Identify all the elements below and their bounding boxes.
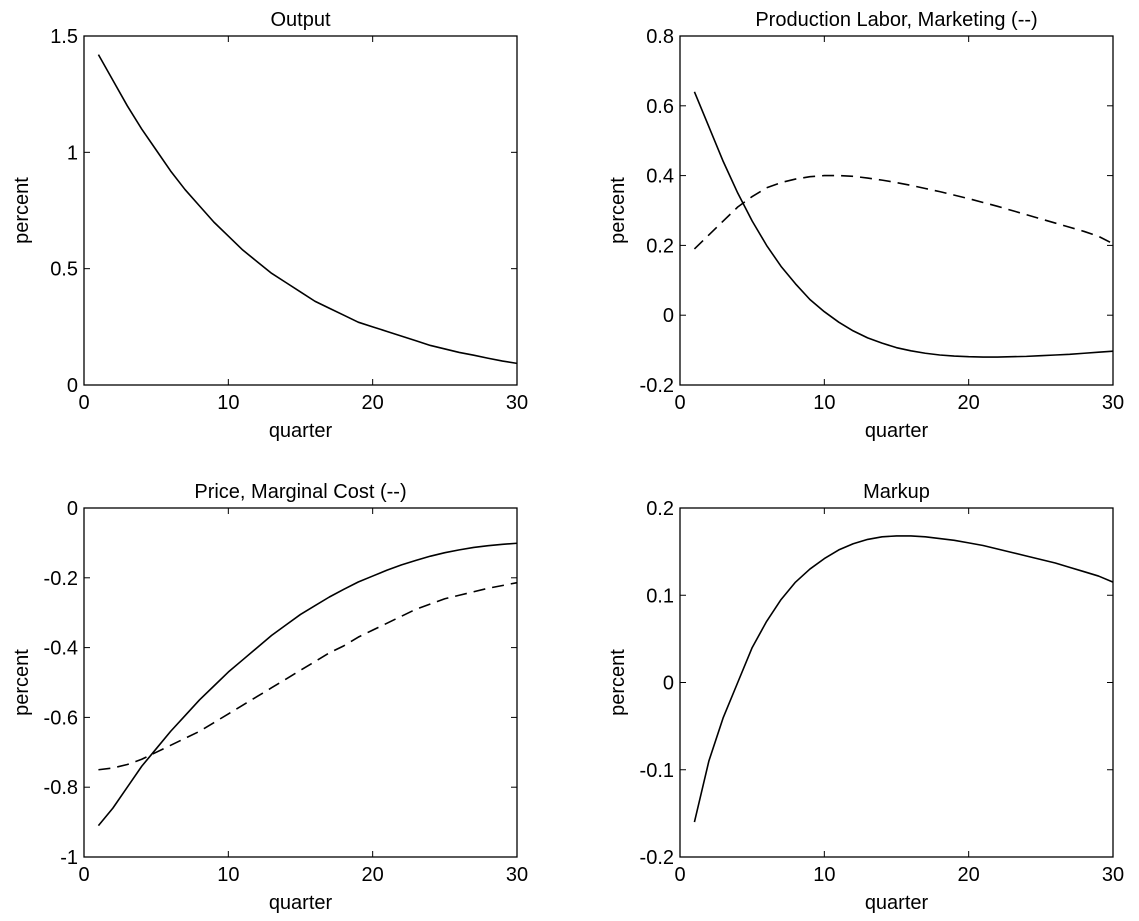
y-tick-label: -0.2 [44, 568, 78, 590]
x-tick-label: 30 [1102, 392, 1124, 414]
series-line-solid [693, 535, 1114, 823]
y-axis-label: percent [607, 649, 629, 716]
chart-panel-3: Price, Marginal Cost (--) 0 10 20 30 -1 -0.8 -0… [11, 481, 528, 914]
x-tick-label: 30 [1102, 864, 1124, 886]
chart-title: Production Labor, Marketing (--) [755, 9, 1037, 31]
chart-title: Markup [863, 481, 930, 503]
x-tick-label: 0 [674, 864, 685, 886]
chart-panel-1: Output 0 10 20 30 0 0.5 1 1.5 quarter percent [11, 9, 528, 442]
y-tick-label: -0.2 [640, 375, 674, 397]
y-tick-label: -1 [60, 847, 78, 869]
x-tick-label: 10 [217, 864, 239, 886]
x-tick-label: 20 [958, 392, 980, 414]
series-line-solid [97, 54, 518, 365]
y-tick-label: -0.4 [44, 638, 78, 660]
y-tick-label: 0 [663, 673, 674, 695]
series-line-solid [97, 542, 518, 827]
series-line-dashed [98, 581, 518, 771]
y-axis-label: percent [11, 177, 33, 244]
plot-frame [83, 35, 518, 386]
y-tick-label: 1 [67, 142, 78, 164]
plot-frame [679, 507, 1114, 858]
plot-frame [679, 35, 1114, 386]
chart-panel-2: Production Labor, Marketing (--) 0 10 20 30 -… [607, 9, 1124, 442]
y-tick-label: 1.5 [50, 26, 78, 48]
y-tick-label: -0.6 [44, 707, 78, 729]
series-line-dashed [693, 174, 1114, 250]
y-tick-label: 0 [67, 375, 78, 397]
chart-title: Price, Marginal Cost (--) [194, 481, 406, 503]
y-axis-label: percent [11, 649, 33, 716]
chart-panel-4: Markup 0 10 20 30 -0.2 -0.1 0 0.1 0.2 quarter perce… [607, 481, 1124, 914]
x-tick-label: 0 [78, 392, 89, 414]
y-tick-label: 0.1 [646, 585, 674, 607]
x-tick-label: 30 [506, 864, 528, 886]
series-line-solid [693, 91, 1114, 358]
y-tick-label: 0.2 [646, 498, 674, 520]
y-tick-label: 0.5 [50, 259, 78, 281]
x-tick-label: 20 [958, 864, 980, 886]
x-axis-label: quarter [269, 892, 333, 914]
y-tick-label: -0.8 [44, 777, 78, 799]
x-tick-label: 20 [362, 392, 384, 414]
x-tick-label: 30 [506, 392, 528, 414]
x-axis-label: quarter [269, 420, 333, 442]
x-tick-label: 20 [362, 864, 384, 886]
x-tick-label: 10 [217, 392, 239, 414]
x-axis-label: quarter [865, 420, 929, 442]
y-axis-label: percent [607, 177, 629, 244]
y-tick-label: 0.6 [646, 96, 674, 118]
x-tick-label: 0 [674, 392, 685, 414]
plot-frame [83, 507, 518, 858]
x-tick-label: 10 [813, 392, 835, 414]
y-tick-label: 0.2 [646, 235, 674, 257]
x-axis-label: quarter [865, 892, 929, 914]
x-tick-label: 0 [78, 864, 89, 886]
y-tick-label: 0.8 [646, 26, 674, 48]
y-tick-label: -0.2 [640, 847, 674, 869]
chart-title: Output [270, 9, 330, 31]
y-tick-label: 0 [663, 305, 674, 327]
y-tick-label: 0.4 [646, 166, 674, 188]
y-tick-label: -0.1 [640, 760, 674, 782]
x-tick-label: 10 [813, 864, 835, 886]
y-tick-label: 0 [67, 498, 78, 520]
